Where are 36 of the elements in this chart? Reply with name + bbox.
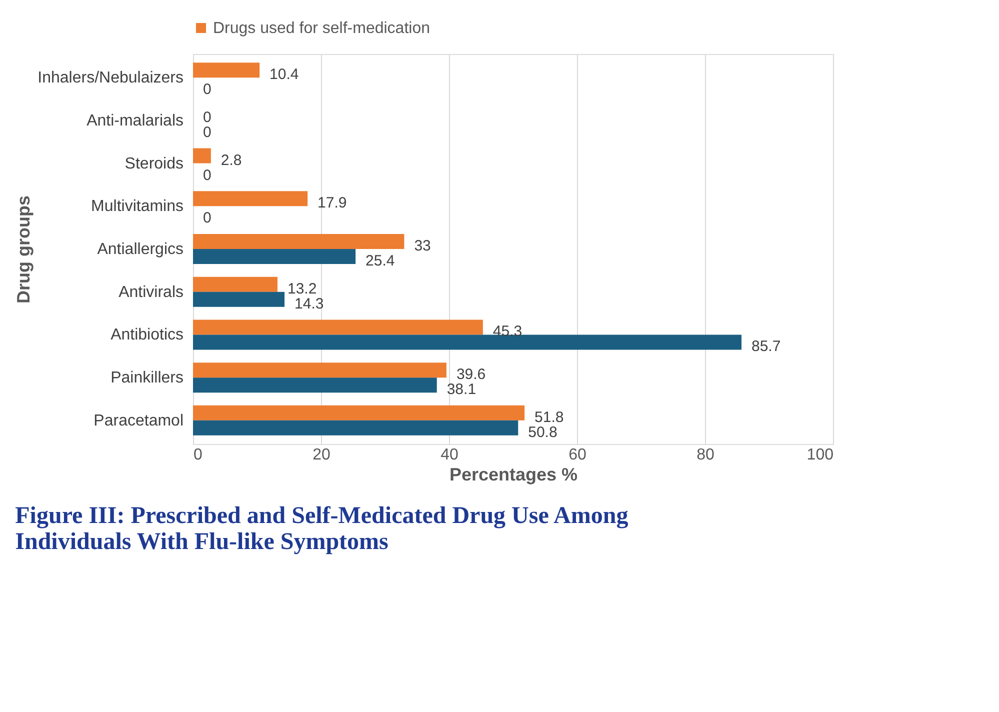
- y-tick-label: Steroids: [124, 155, 184, 172]
- data-label: 10.4: [270, 66, 299, 84]
- data-label: 13.2: [287, 280, 317, 298]
- text: Figure III: Prescribed and Self-Medicated Drug Use Among Individuals With Flu-like Symptoms: [15, 503, 628, 555]
- data-label: 17.9: [318, 194, 347, 212]
- y-tick-label: Antiallergics: [97, 241, 184, 258]
- x-tick-label: 0: [194, 446, 202, 464]
- data-label: 0: [203, 124, 212, 141]
- data-label: 0: [203, 81, 212, 98]
- data-label: 14.3: [294, 295, 324, 312]
- data-label: 85.7: [751, 338, 781, 356]
- y-tick-label: Inhalers/Nebulaizers: [38, 70, 184, 87]
- legend-label: Drugs used for self-medication: [213, 20, 430, 37]
- y-tick-label: Anti-malarials: [86, 112, 184, 130]
- data-label: 0: [203, 108, 212, 126]
- y-tick-label: Multivitamins: [91, 198, 184, 216]
- data-label: 38.1: [446, 381, 476, 398]
- data-label: 39.6: [456, 366, 486, 384]
- y-tick-label: Antibiotics: [110, 326, 184, 344]
- x-axis-title: Percentages %: [449, 464, 578, 484]
- x-tick-label: 80: [696, 446, 714, 464]
- data-label: 0: [203, 166, 212, 184]
- x-tick-label: 40: [440, 446, 458, 464]
- data-label: 2.8: [220, 152, 242, 169]
- data-label: 0: [203, 210, 212, 227]
- data-label: 25.4: [366, 252, 395, 270]
- y-tick-label: Painkillers: [110, 370, 184, 387]
- y-tick-label: Antivirals: [118, 284, 184, 301]
- y-axis-title: Drug groups: [14, 196, 34, 304]
- x-tick-label: 60: [568, 446, 586, 464]
- x-tick-label: 100: [806, 446, 834, 464]
- x-tick-label: 20: [312, 446, 330, 464]
- data-label: 50.8: [528, 424, 558, 441]
- y-tick-label: Paracetamol: [94, 412, 184, 430]
- data-label: 33: [414, 238, 431, 254]
- data-label: 51.8: [534, 408, 564, 426]
